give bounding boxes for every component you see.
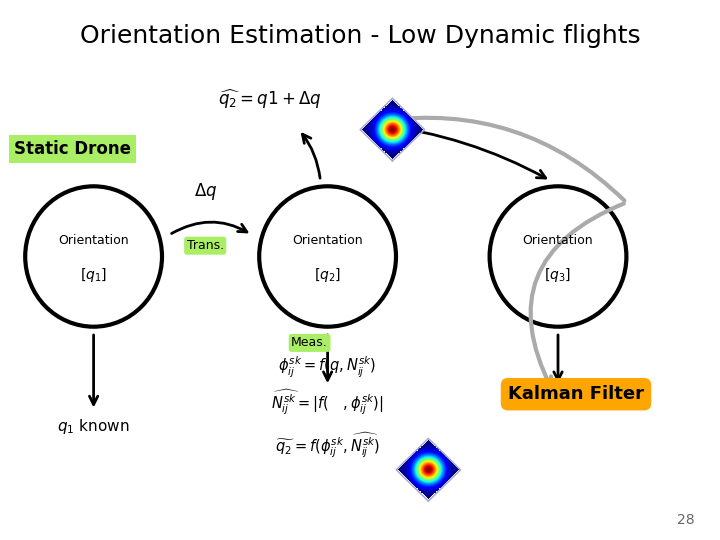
Text: $q_1$ known: $q_1$ known <box>58 417 130 436</box>
Text: $\Delta q$: $\Delta q$ <box>194 181 217 202</box>
Text: Static Drone: Static Drone <box>14 139 130 158</box>
Text: Trans.: Trans. <box>186 239 224 252</box>
Text: Orientation: Orientation <box>523 234 593 247</box>
Text: Orientation Estimation - Low Dynamic flights: Orientation Estimation - Low Dynamic fli… <box>80 24 640 48</box>
Text: $[q_3]$: $[q_3]$ <box>544 266 572 285</box>
Text: Kalman Filter: Kalman Filter <box>508 385 644 403</box>
Text: $\phi_{ij}^{sk} = f(q, N_{ij}^{sk})$: $\phi_{ij}^{sk} = f(q, N_{ij}^{sk})$ <box>279 355 377 380</box>
Text: $[q_1]$: $[q_1]$ <box>80 266 107 285</box>
Text: $\widetilde{q_2} = f(\phi_{ij}^{sk}, \widehat{N_{ij}^{sk}})$: $\widetilde{q_2} = f(\phi_{ij}^{sk}, \wi… <box>275 430 380 461</box>
Text: Meas.: Meas. <box>291 336 328 349</box>
Text: $[q_2]$: $[q_2]$ <box>314 266 341 285</box>
Text: $\widehat{q_2} = q1 + \Delta q$: $\widehat{q_2} = q1 + \Delta q$ <box>218 89 322 111</box>
Text: 28: 28 <box>678 512 695 526</box>
Text: Orientation: Orientation <box>292 234 363 247</box>
Text: Orientation: Orientation <box>58 234 129 247</box>
Text: $\widehat{N_{ij}^{sk}} = |f(\quad, \phi_{ij}^{sk})|$: $\widehat{N_{ij}^{sk}} = |f(\quad, \phi_… <box>271 387 384 417</box>
